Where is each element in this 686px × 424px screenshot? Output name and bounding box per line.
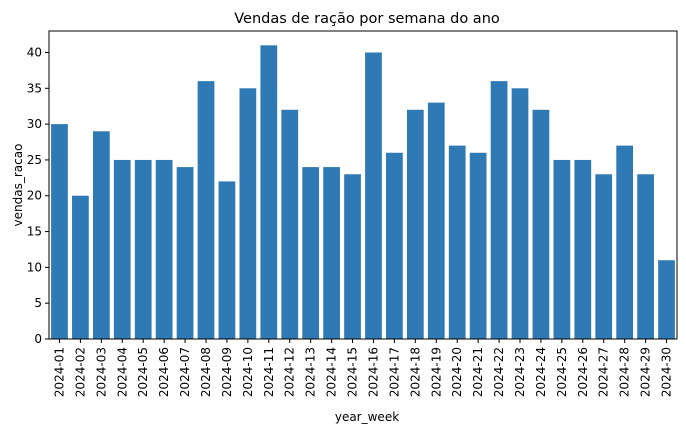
x-tick-label: 2024-07: [178, 347, 192, 397]
x-tick-label: 2024-15: [346, 347, 360, 397]
bar-2024-10: [239, 88, 257, 339]
bar-2024-18: [406, 109, 424, 339]
x-axis-ticks: 2024-01 2024-02 2024-03 2024-04 2024-05 2024-…: [52, 339, 674, 397]
x-tick-label: 2024-22: [492, 347, 506, 397]
x-tick-label: 2024-11: [262, 347, 276, 397]
bar-2024-21: [469, 152, 487, 339]
bar-2024-25: [553, 159, 571, 339]
x-tick-label: 2024-20: [450, 347, 464, 397]
x-tick-label: 2024-02: [73, 347, 87, 397]
bar-2024-29: [637, 174, 654, 339]
x-tick-label: 2024-29: [639, 347, 653, 397]
x-tick-label: 2024-10: [241, 347, 255, 397]
x-tick-label: 2024-21: [471, 347, 485, 397]
x-axis-label: year_week: [335, 410, 399, 424]
y-axis-label: vendas_racao: [11, 144, 25, 227]
x-tick-label: 2024-25: [555, 347, 569, 397]
x-tick-label: 2024-23: [513, 347, 527, 397]
y-tick-label: 35: [27, 81, 42, 95]
y-tick-label: 40: [27, 45, 42, 59]
y-tick-label: 0: [34, 332, 42, 346]
x-tick-label: 2024-19: [429, 347, 443, 397]
bar-2024-20: [448, 145, 466, 339]
y-axis-ticks: 0 5 10 15 20 25 30 35 40: [27, 45, 49, 346]
y-tick-label: 15: [27, 225, 42, 239]
bar-2024-28: [616, 145, 634, 339]
bar-2024-07: [176, 167, 194, 339]
y-tick-label: 10: [27, 260, 42, 274]
chart-title: Vendas de ração por semana do ano: [234, 11, 500, 27]
x-tick-label: 2024-05: [136, 347, 150, 397]
x-tick-label: 2024-06: [157, 347, 171, 397]
bar-2024-24: [532, 109, 550, 339]
bar-2024-02: [72, 195, 89, 339]
x-tick-label: 2024-24: [534, 347, 548, 397]
x-tick-label: 2024-30: [660, 347, 674, 397]
y-tick-label: 25: [27, 153, 42, 167]
bar-2024-08: [197, 81, 215, 340]
x-tick-label: 2024-13: [304, 347, 318, 397]
x-tick-label: 2024-18: [408, 347, 422, 397]
bar-2024-12: [281, 109, 299, 339]
bar-2024-16: [365, 52, 382, 339]
x-tick-label: 2024-12: [283, 347, 297, 397]
bar-2024-04: [113, 159, 131, 339]
x-tick-label: 2024-01: [52, 347, 66, 397]
y-tick-label: 30: [27, 117, 42, 131]
bar-2024-14: [323, 167, 340, 339]
bar-2024-15: [344, 174, 361, 339]
bars-group: [51, 45, 675, 340]
x-tick-label: 2024-28: [618, 347, 632, 397]
x-tick-label: 2024-03: [94, 347, 108, 397]
x-tick-label: 2024-26: [576, 347, 590, 397]
bar-2024-03: [92, 131, 110, 339]
bar-2024-19: [427, 102, 445, 340]
x-tick-label: 2024-14: [325, 347, 339, 397]
x-tick-label: 2024-09: [220, 347, 234, 397]
bar-2024-06: [155, 159, 173, 339]
bar-2024-30: [658, 260, 675, 339]
bar-2024-23: [511, 88, 529, 339]
x-tick-label: 2024-17: [387, 347, 401, 397]
bar-2024-11: [260, 45, 278, 339]
x-tick-label: 2024-27: [597, 347, 611, 397]
bar-2024-27: [595, 174, 613, 339]
bar-2024-13: [302, 167, 320, 339]
x-tick-label: 2024-16: [366, 347, 380, 397]
y-tick-label: 5: [34, 296, 42, 310]
plot-frame: [48, 30, 678, 340]
x-tick-label: 2024-04: [115, 347, 129, 397]
bar-2024-05: [134, 159, 152, 339]
y-tick-label: 20: [27, 189, 42, 203]
bar-2024-09: [218, 181, 236, 339]
bar-2024-17: [386, 152, 403, 339]
x-tick-label: 2024-08: [199, 347, 213, 397]
bar-2024-01: [51, 124, 68, 340]
bar-2024-22: [490, 81, 508, 340]
bar-2024-26: [574, 159, 592, 339]
